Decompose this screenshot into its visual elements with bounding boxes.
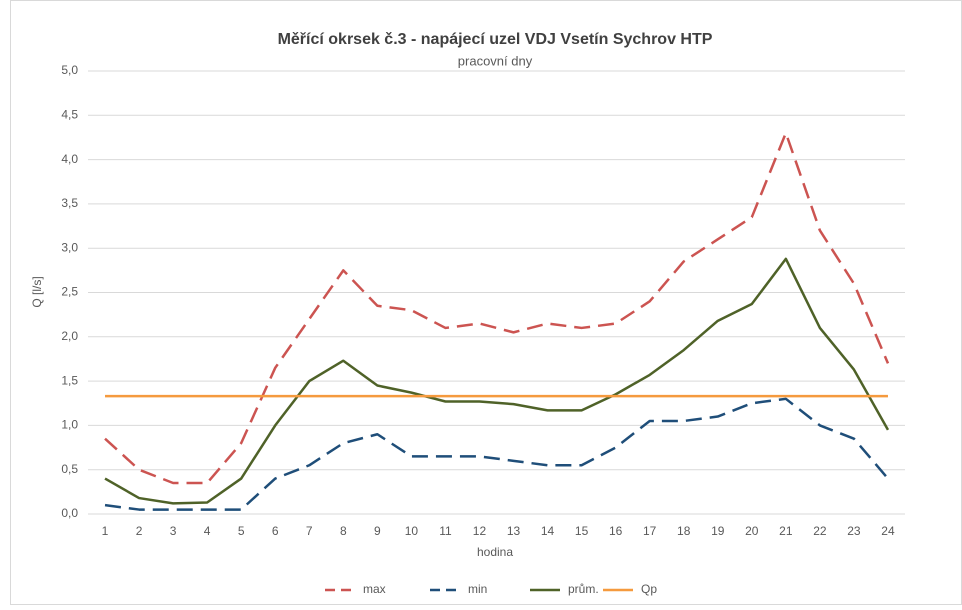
x-tick-label: 16 xyxy=(609,524,623,538)
x-tick-label: 11 xyxy=(439,524,452,538)
x-axis-label: hodina xyxy=(477,545,513,559)
x-tick-label: 12 xyxy=(473,524,487,538)
x-tick-label: 21 xyxy=(779,524,793,538)
x-tick-label: 13 xyxy=(507,524,521,538)
x-tick-label: 15 xyxy=(575,524,589,538)
series-line xyxy=(104,257,890,505)
x-tick-label: 6 xyxy=(272,524,279,538)
x-tick-label: 19 xyxy=(711,524,725,538)
x-tick-label: 23 xyxy=(847,524,861,538)
chart-subtitle: pracovní dny xyxy=(458,53,533,68)
x-tick-label: 3 xyxy=(170,524,177,538)
x-tick-label: 20 xyxy=(745,524,759,538)
x-tick-label: 4 xyxy=(204,524,211,538)
x-tick-label: 14 xyxy=(541,524,555,538)
legend-label: max xyxy=(363,582,386,596)
x-tick-label: 2 xyxy=(136,524,143,538)
legend-label: Qp xyxy=(641,582,657,596)
x-tick-label: 18 xyxy=(677,524,691,538)
x-tick-label: 9 xyxy=(374,524,381,538)
series-line xyxy=(104,397,889,511)
y-tick-label: 4,0 xyxy=(61,152,78,166)
y-tick-label: 1,5 xyxy=(61,373,78,387)
chart-title: Měřící okrsek č.3 - napájecí uzel VDJ Vs… xyxy=(278,31,713,48)
y-tick-label: 0,0 xyxy=(61,506,78,520)
y-tick-label: 0,5 xyxy=(61,462,78,476)
x-tick-label: 7 xyxy=(306,524,313,538)
y-tick-label: 1,0 xyxy=(61,418,78,432)
y-tick-label: 4,5 xyxy=(61,107,78,121)
x-tick-label: 1 xyxy=(102,524,109,538)
x-tick-label: 5 xyxy=(238,524,245,538)
x-tick-label: 24 xyxy=(881,524,895,538)
y-tick-label: 2,0 xyxy=(61,329,78,343)
y-tick-label: 3,5 xyxy=(61,196,78,210)
legend-label: prům. xyxy=(568,582,599,596)
y-axis-label: Q [l/s] xyxy=(30,276,44,307)
x-tick-label: 17 xyxy=(643,524,657,538)
y-tick-label: 2,5 xyxy=(61,285,78,299)
series-line xyxy=(104,131,890,485)
x-tick-label: 10 xyxy=(405,524,419,538)
y-tick-label: 3,0 xyxy=(61,240,78,254)
y-tick-label: 5,0 xyxy=(61,63,78,77)
x-tick-label: 22 xyxy=(813,524,827,538)
legend-label: min xyxy=(468,582,487,596)
x-tick-label: 8 xyxy=(340,524,347,538)
